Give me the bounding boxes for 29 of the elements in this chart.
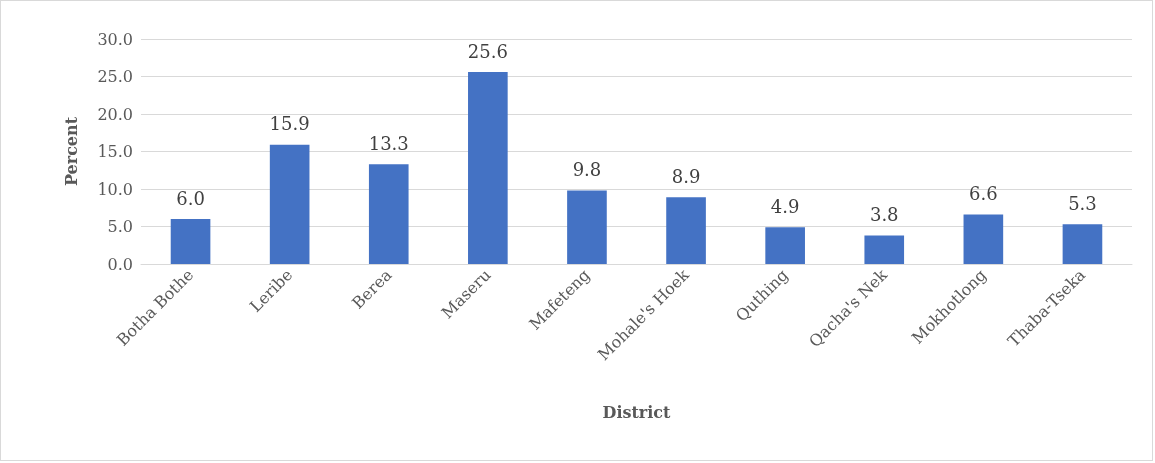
y-tick-label: 10.0: [97, 179, 133, 199]
bar: [567, 190, 607, 264]
y-tick-label: 0.0: [107, 254, 133, 274]
data-label: 6.0: [176, 187, 205, 209]
bar: [666, 197, 706, 264]
data-label: 8.9: [671, 165, 701, 187]
data-label: 25.6: [467, 40, 508, 62]
x-axis-title: District: [602, 402, 672, 422]
bar: [170, 219, 211, 264]
bar: [1062, 224, 1103, 264]
data-label: 6.6: [969, 183, 998, 204]
y-tick-label: 25.0: [97, 67, 133, 86]
bar: [368, 164, 409, 264]
bar: [468, 72, 508, 264]
y-tick-label: 30.0: [97, 29, 133, 49]
bar: [269, 144, 310, 264]
bar: [864, 235, 905, 264]
bar: [765, 227, 805, 264]
data-label: 5.3: [1068, 192, 1097, 214]
data-label: 15.9: [269, 113, 310, 135]
y-tick-label: 20.0: [97, 104, 133, 124]
data-label: 9.8: [572, 159, 602, 180]
bar: [963, 214, 1004, 264]
data-label: 3.8: [869, 204, 899, 225]
data-label: 4.9: [770, 195, 800, 217]
y-tick-label: 5.0: [107, 217, 133, 236]
data-label: 13.3: [368, 132, 409, 154]
y-axis-title: Percent: [61, 116, 81, 187]
y-tick-label: 15.0: [97, 142, 133, 161]
